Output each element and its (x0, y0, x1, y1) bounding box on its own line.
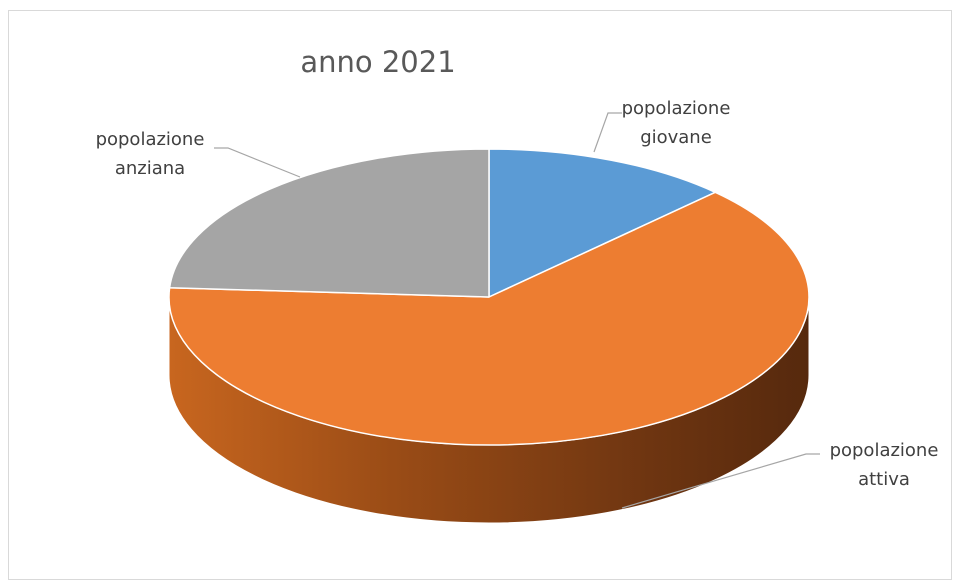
leader-line-0 (593, 112, 622, 153)
pie-slice-1 (168, 191, 810, 446)
leader-line-1 (621, 453, 820, 509)
data-label-0-line-0: popolazione (622, 98, 731, 119)
data-label-2-line-1: anziana (115, 158, 185, 179)
pie-slice-2 (168, 148, 490, 298)
data-label-2-line-0: popolazione (96, 129, 205, 150)
leader-line-2 (214, 147, 301, 178)
data-label-0-line-1: giovane (640, 127, 712, 148)
data-label-1-line-0: popolazione (830, 440, 939, 461)
data-label-1-line-1: attiva (858, 469, 910, 490)
chart-title: anno 2021 (300, 45, 455, 79)
pie-slice-0 (488, 148, 717, 298)
